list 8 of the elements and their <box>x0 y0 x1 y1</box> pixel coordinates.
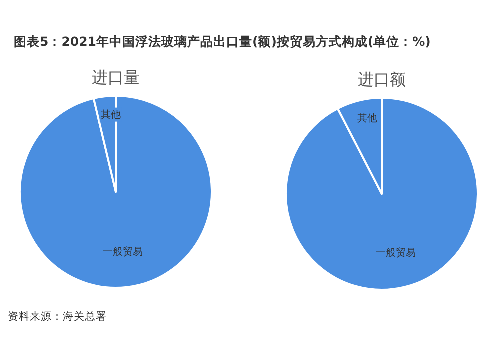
text: 图表5：2021年中国浮法玻璃产品出口量(额)按贸易方式构成(单位：%) <box>14 34 431 49</box>
chart-title: 进口额 <box>358 70 406 89</box>
slice-label: 一般贸易 <box>102 246 143 258</box>
slice-label: 一般贸易 <box>376 246 416 259</box>
slice-label: 其他 <box>100 108 121 121</box>
chart-title: 进口量 <box>92 68 140 87</box>
slice-label: 其他 <box>357 112 378 125</box>
text: 资料来源：海关总署 <box>8 310 107 323</box>
